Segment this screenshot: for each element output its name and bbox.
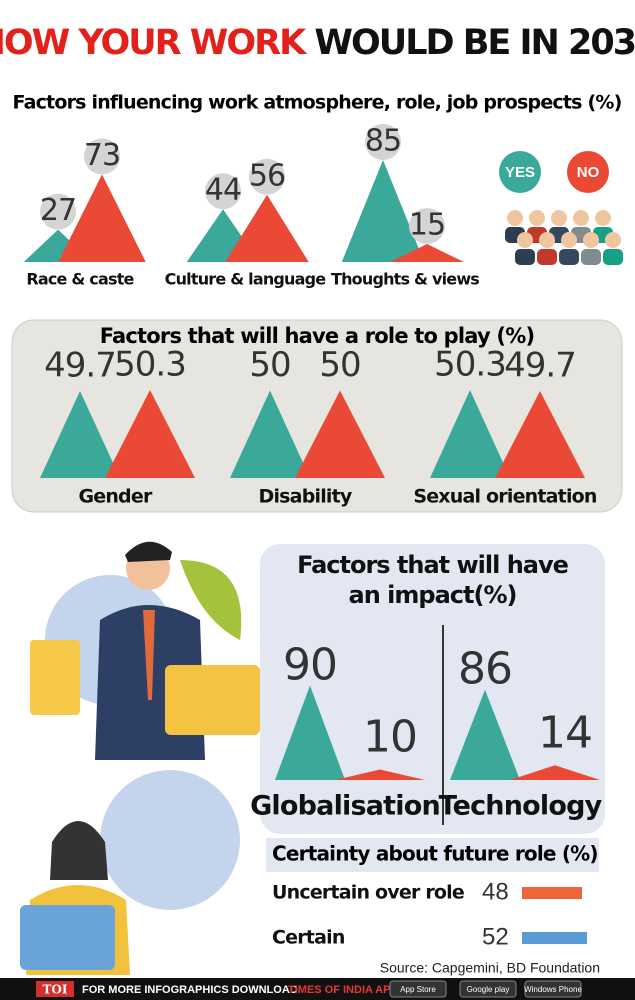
legend-swatch — [499, 151, 541, 193]
bar — [522, 887, 582, 899]
value-label: 27 — [40, 193, 76, 228]
category-label: Disability — [258, 486, 352, 508]
store-badge[interactable] — [524, 980, 582, 998]
value-bubble — [205, 173, 241, 210]
illustration — [20, 541, 260, 975]
person-body — [559, 249, 579, 265]
value-label: 86 — [458, 644, 512, 695]
value-label: 50.3 — [114, 344, 186, 384]
value-label: 90 — [283, 640, 337, 691]
person-head — [529, 210, 545, 226]
footer-app: TIMES OF INDIA APP — [288, 984, 398, 996]
triangle — [40, 391, 120, 478]
store-badge-label: Google play — [467, 985, 510, 994]
person-head — [573, 210, 589, 226]
person-head — [539, 232, 555, 248]
triangle — [430, 389, 510, 478]
category-label: Technology — [439, 791, 603, 822]
value-bubble — [84, 138, 120, 175]
triangle — [105, 389, 195, 478]
source: Source: Capgemini, BD Foundation — [380, 960, 600, 976]
triangle — [450, 689, 520, 780]
person-body — [581, 249, 601, 265]
person-head — [605, 232, 621, 248]
value-label: 49.7 — [44, 346, 116, 386]
value-bubble — [40, 193, 76, 230]
footer-text: FOR MORE INFOGRAPHICS DOWNLOAD — [82, 984, 298, 996]
triangle — [510, 765, 600, 780]
panel — [260, 544, 605, 834]
category-label: Sexual orientation — [413, 486, 597, 508]
store-badge[interactable] — [459, 980, 517, 998]
triangle — [335, 769, 425, 780]
bar-title: Certainty about future role (%) — [272, 842, 598, 866]
value-label: 14 — [538, 707, 592, 758]
triangle — [275, 685, 345, 780]
brand: TOI — [43, 983, 68, 997]
triangle — [295, 390, 385, 478]
triangle — [390, 244, 464, 262]
value-label: 15 — [409, 208, 445, 243]
category-label: Gender — [78, 486, 152, 508]
triangle — [230, 390, 310, 478]
person-head — [595, 210, 611, 226]
triangle — [225, 194, 309, 262]
value-label: 56 — [249, 158, 285, 193]
store-badge[interactable] — [389, 980, 447, 998]
value-label: 50 — [319, 345, 360, 385]
category-label: Certain — [272, 927, 345, 949]
panel-title: Factors that will have a role to play (%… — [100, 324, 535, 348]
title: HOW YOUR WORK WOULD BE IN 2030 — [0, 23, 635, 63]
person-head — [561, 232, 577, 248]
legend-label: NO — [577, 164, 600, 181]
person-head — [551, 210, 567, 226]
legend-swatch — [567, 151, 609, 193]
value-label: 48 — [482, 878, 509, 905]
value-label: 10 — [363, 712, 417, 763]
person-body — [603, 249, 623, 265]
category-label: Thoughts & views — [331, 270, 479, 289]
value-bubble — [249, 158, 285, 195]
value-label: 52 — [482, 923, 509, 950]
subtitle: Factors influencing work atmosphere, rol… — [13, 92, 622, 114]
panel-title: Factors that will have an impact(%) — [297, 551, 569, 609]
triangle — [341, 160, 425, 262]
value-label: 85 — [365, 124, 401, 159]
category-label: Culture & language — [165, 270, 327, 289]
value-bubble — [409, 208, 445, 244]
value-bubble — [365, 124, 401, 160]
title-red: HOW YOUR WORK — [0, 23, 308, 63]
legend-label: YES — [505, 164, 535, 181]
triangle — [495, 391, 585, 478]
person-head — [517, 232, 533, 248]
store-badge-label: Windows Phone — [524, 985, 582, 994]
title-black: WOULD BE IN 2030 — [314, 23, 635, 63]
person-head — [507, 210, 523, 226]
person-head — [583, 232, 599, 248]
category-label: Uncertain over role — [272, 882, 464, 904]
brand-box — [36, 981, 74, 997]
value-label: 44 — [205, 173, 241, 208]
value-label: 50 — [249, 345, 290, 385]
category-label: Globalisation — [250, 791, 440, 822]
value-label: 50.3 — [434, 344, 506, 384]
person-body — [537, 249, 557, 265]
bar — [522, 932, 587, 944]
category-label: Race & caste — [26, 270, 134, 289]
value-label: 49.7 — [504, 346, 576, 386]
value-label: 73 — [84, 138, 120, 173]
triangle — [58, 174, 146, 262]
panel — [266, 838, 599, 872]
store-badge-label: App Store — [400, 985, 436, 994]
person-body — [515, 249, 535, 265]
